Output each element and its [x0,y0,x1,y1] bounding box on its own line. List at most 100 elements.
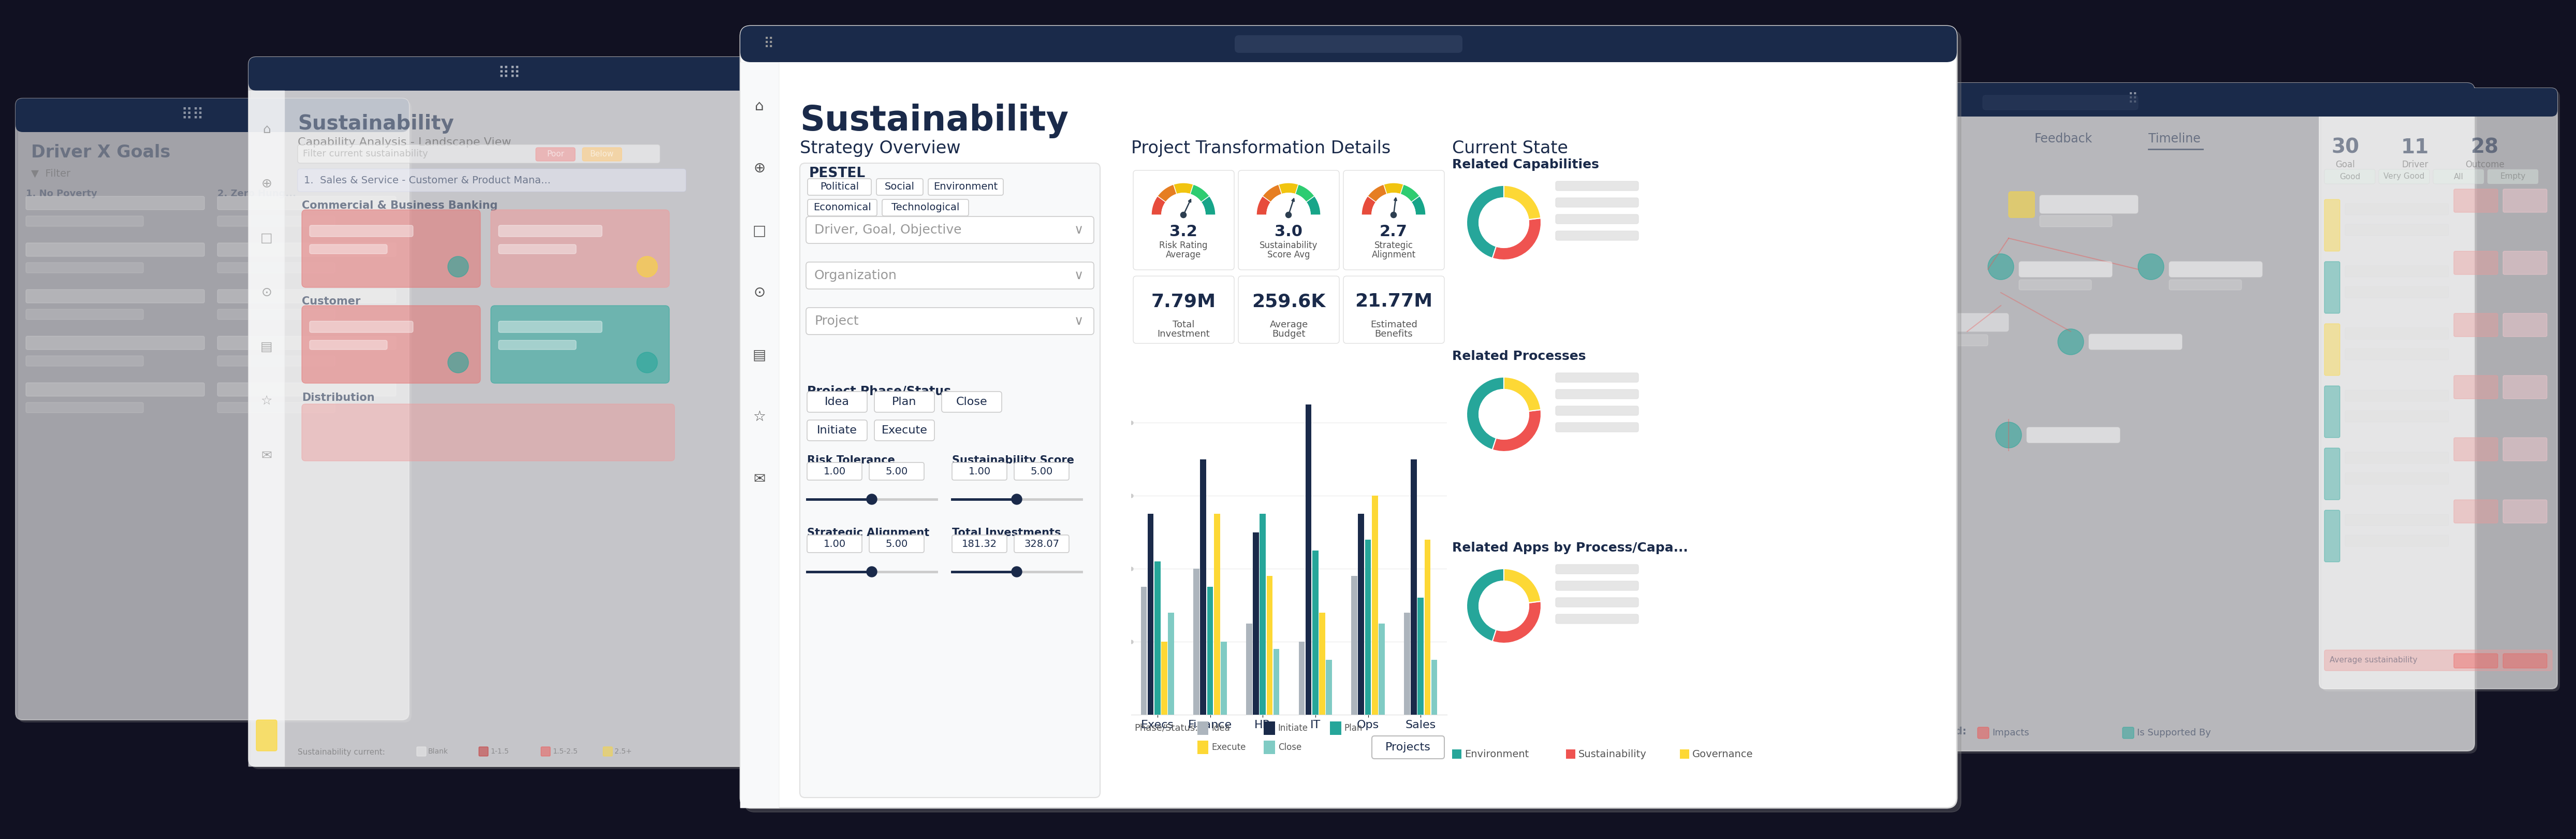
FancyBboxPatch shape [2318,88,2558,689]
Text: Strategy Overview: Strategy Overview [799,140,961,157]
FancyBboxPatch shape [1133,170,1234,270]
FancyBboxPatch shape [1234,35,1463,53]
FancyBboxPatch shape [2344,266,2450,277]
Text: Project: Project [814,315,858,327]
FancyBboxPatch shape [18,101,412,722]
FancyBboxPatch shape [2324,169,2375,184]
Wedge shape [1492,602,1540,644]
FancyBboxPatch shape [2344,473,2450,484]
FancyBboxPatch shape [255,720,278,751]
Bar [1365,539,1370,715]
Text: □: □ [260,232,273,244]
Text: 328.07: 328.07 [1025,539,1059,549]
Text: ✉: ✉ [260,450,273,462]
Text: 5.00: 5.00 [886,539,907,549]
Text: Sustainability: Sustainability [299,114,453,133]
FancyBboxPatch shape [301,305,479,383]
FancyBboxPatch shape [2040,195,2138,213]
Text: 2.5+: 2.5+ [616,748,631,755]
Bar [1453,749,1461,758]
Bar [1265,741,1275,754]
FancyBboxPatch shape [2169,279,2241,290]
Text: ▼  Filter: ▼ Filter [31,169,70,179]
FancyBboxPatch shape [2321,91,2561,691]
FancyBboxPatch shape [26,403,144,413]
Text: Investment: Investment [1157,329,1211,339]
FancyBboxPatch shape [2324,262,2339,313]
FancyBboxPatch shape [1556,198,1638,207]
Wedge shape [1200,196,1216,215]
Text: ⠿⠿: ⠿⠿ [180,107,204,122]
Text: Projects: Projects [1386,743,1430,753]
FancyBboxPatch shape [2504,313,2548,336]
Text: Governance: Governance [1692,749,1754,759]
Text: Outcome: Outcome [2465,160,2504,169]
FancyBboxPatch shape [2455,313,2499,336]
Text: 28: 28 [2470,138,2499,158]
FancyBboxPatch shape [873,420,935,440]
Bar [1378,623,1386,715]
FancyBboxPatch shape [2434,169,2483,184]
Text: Sustainability: Sustainability [799,103,1069,138]
Bar [1198,722,1208,735]
FancyBboxPatch shape [309,244,386,253]
FancyBboxPatch shape [2504,438,2548,461]
FancyBboxPatch shape [479,747,489,756]
Bar [1200,459,1206,715]
FancyBboxPatch shape [2344,390,2450,401]
Circle shape [1285,212,1291,218]
Text: Capability Analysis - Landscape View: Capability Analysis - Landscape View [299,138,510,148]
FancyBboxPatch shape [492,305,670,383]
Text: ▤: ▤ [260,341,273,353]
FancyBboxPatch shape [739,26,1958,62]
FancyBboxPatch shape [1133,276,1234,343]
FancyBboxPatch shape [26,383,204,396]
Text: 30: 30 [2331,138,2360,158]
FancyBboxPatch shape [2324,448,2339,500]
FancyBboxPatch shape [26,289,204,303]
Wedge shape [1278,183,1298,194]
Text: Driver, Goal, Objective: Driver, Goal, Objective [814,224,961,236]
FancyBboxPatch shape [1927,313,2009,331]
FancyBboxPatch shape [2027,427,2120,443]
FancyBboxPatch shape [247,91,286,767]
FancyBboxPatch shape [15,98,410,720]
Circle shape [2138,253,2164,279]
Wedge shape [1257,196,1270,215]
Bar [1221,642,1226,715]
Bar [1198,741,1208,754]
Text: 2. Zero Hung...: 2. Zero Hung... [216,189,296,198]
Text: ⌂: ⌂ [263,123,270,136]
FancyBboxPatch shape [2455,438,2499,461]
Circle shape [1989,253,2014,279]
Text: 1.00: 1.00 [969,466,992,477]
Text: Related Processes: Related Processes [1453,350,1587,362]
FancyBboxPatch shape [301,404,675,461]
FancyBboxPatch shape [216,336,397,350]
Text: Initiate: Initiate [817,425,858,435]
FancyBboxPatch shape [309,321,412,332]
Bar [1358,513,1365,715]
Bar [1319,612,1324,715]
Bar [1425,539,1430,715]
Text: 3.0: 3.0 [1275,224,1303,239]
FancyBboxPatch shape [15,98,410,132]
FancyBboxPatch shape [250,60,832,769]
FancyBboxPatch shape [2344,224,2450,236]
Wedge shape [1492,218,1540,260]
Wedge shape [1151,196,1167,215]
FancyBboxPatch shape [1239,276,1340,343]
FancyBboxPatch shape [216,216,335,227]
Circle shape [448,352,469,373]
FancyBboxPatch shape [603,747,613,756]
FancyBboxPatch shape [1909,86,2478,753]
Text: Project Transformation Details: Project Transformation Details [1131,140,1391,157]
FancyBboxPatch shape [216,310,335,320]
Text: Strategic: Strategic [1373,241,1414,250]
FancyBboxPatch shape [1239,170,1340,270]
Wedge shape [1383,183,1404,194]
Text: Execute: Execute [881,425,927,435]
Text: Environment: Environment [933,182,997,192]
Text: ⊙: ⊙ [260,286,273,299]
FancyBboxPatch shape [2504,500,2548,523]
